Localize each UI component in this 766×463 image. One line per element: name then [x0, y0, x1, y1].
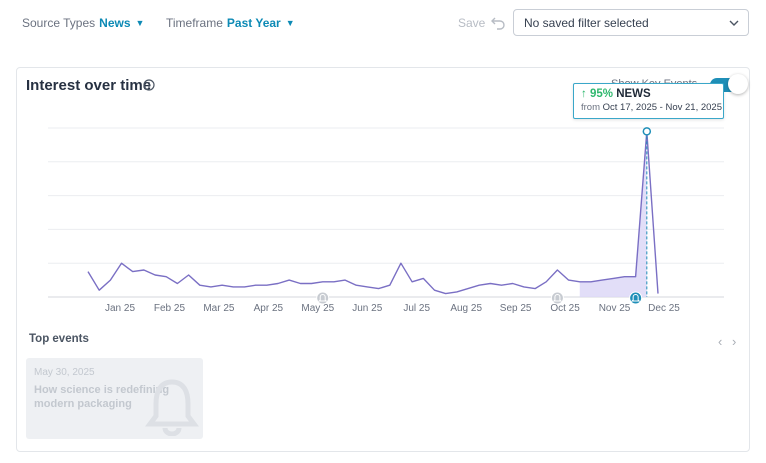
save-button[interactable]: Save: [458, 16, 486, 30]
tooltip-change: 95%: [589, 88, 613, 100]
event-markers: [316, 291, 643, 305]
x-tick-label: Jan 25: [105, 303, 135, 314]
saved-filter-select[interactable]: No saved filter selected: [513, 9, 749, 36]
undo-icon[interactable]: [490, 14, 506, 30]
x-tick-label: Feb 25: [154, 303, 186, 314]
highlight-area: [579, 131, 647, 297]
x-tick-label: Aug 25: [450, 303, 482, 314]
timeframe-filter[interactable]: Timeframe Past Year ▼: [166, 16, 295, 30]
peak-tooltip: ↑ 95% NEWS from Oct 17, 2025 - Nov 21, 2…: [573, 83, 724, 119]
interest-over-time-card: Interest over time Show Key Events Top e…: [16, 67, 750, 452]
x-tick-label: Jul 25: [403, 303, 430, 314]
event-date: May 30, 2025: [34, 367, 95, 378]
x-tick-label: Jun 25: [352, 303, 382, 314]
x-tick-label: Sep 25: [500, 303, 532, 314]
chevron-down-icon[interactable]: ▼: [285, 18, 295, 28]
x-tick-label: Mar 25: [203, 303, 235, 314]
info-icon[interactable]: [143, 79, 155, 91]
event-marker-bell-icon[interactable]: [316, 291, 330, 305]
saved-filter-value: No saved filter selected: [524, 16, 649, 30]
x-tick-label: Oct 25: [550, 303, 580, 314]
bell-icon: [630, 294, 641, 302]
top-events-title: Top events: [29, 333, 89, 345]
arrow-up-icon: ↑: [581, 88, 587, 100]
tooltip-from-label: from: [581, 102, 600, 113]
event-marker-dot[interactable]: [550, 291, 564, 305]
bell-icon: [317, 294, 328, 302]
x-tick-label: May 25: [301, 303, 334, 314]
chevron-left-icon[interactable]: ‹: [718, 334, 723, 349]
gridlines: [48, 127, 724, 298]
x-tick-label: Nov 25: [599, 303, 631, 314]
x-tick-label: Dec 25: [648, 303, 680, 314]
bell-icon: [552, 294, 563, 302]
timeframe-value[interactable]: Past Year: [226, 16, 281, 30]
chevron-down-icon[interactable]: ▼: [135, 18, 145, 28]
source-types-value[interactable]: News: [99, 16, 131, 30]
toggle-knob[interactable]: [728, 74, 748, 94]
chevron-down-icon[interactable]: [729, 18, 739, 28]
tooltip-series: NEWS: [616, 88, 651, 100]
event-marker-bell-icon[interactable]: [629, 291, 643, 305]
source-types-filter[interactable]: Source Types News ▼: [22, 16, 144, 30]
event-marker-bell-icon[interactable]: [550, 291, 564, 305]
peak-point[interactable]: [642, 127, 652, 136]
event-card[interactable]: May 30, 2025 How science is redefining m…: [26, 358, 203, 439]
bell-icon: [145, 379, 199, 436]
event-marker-dot[interactable]: [629, 291, 643, 305]
event-headline: How science is redefining modern packagi…: [34, 384, 170, 410]
event-marker-dot[interactable]: [316, 291, 330, 305]
card-title: Interest over time: [26, 77, 152, 94]
filter-bar: Source Types News ▼ Timeframe Past Year …: [0, 0, 766, 50]
x-tick-label: Apr 25: [254, 303, 284, 314]
chevron-right-icon[interactable]: ›: [732, 334, 737, 349]
source-types-label: Source Types: [22, 16, 96, 30]
timeframe-label: Timeframe: [166, 16, 223, 30]
interest-series-line: [87, 130, 659, 295]
tooltip-range: Oct 17, 2025 - Nov 21, 2025: [602, 102, 722, 113]
x-axis-ticks: Jan 25 Feb 25 Mar 25 Apr 25 May 25 Jun 25 Jul …: [105, 303, 680, 314]
